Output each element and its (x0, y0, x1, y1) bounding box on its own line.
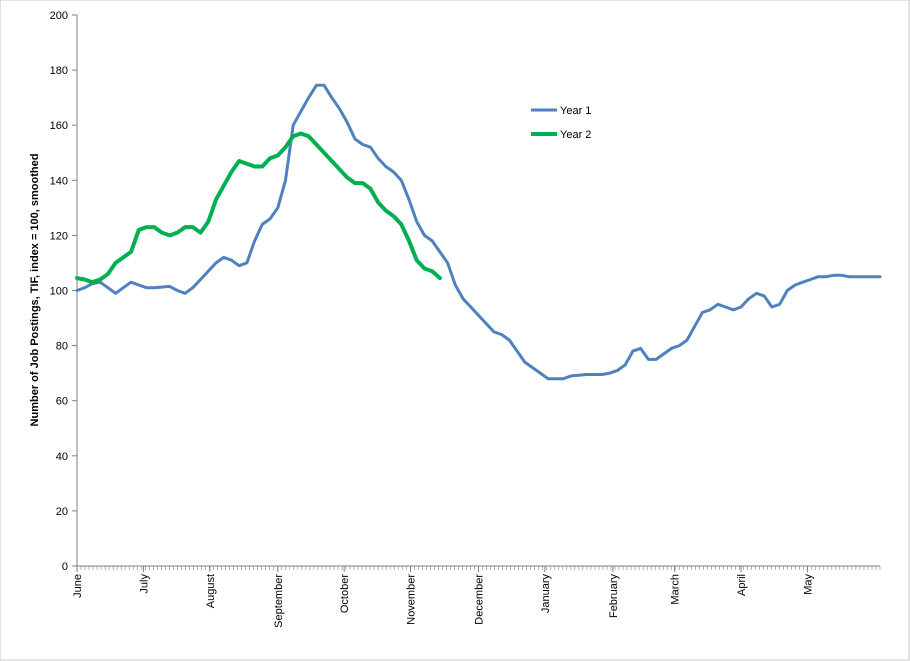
y-tick-label: 100 (50, 286, 68, 298)
y-tick-label: 60 (56, 396, 68, 408)
legend-label: Year 2 (560, 129, 591, 141)
y-tick-label: 160 (50, 120, 68, 132)
x-tick-label: November (406, 574, 418, 625)
x-tick-label: September (273, 574, 285, 628)
series-layer (75, 83, 882, 381)
y-tick-label: 180 (50, 65, 68, 77)
x-tick-label: October (339, 574, 351, 613)
x-tick-label: January (540, 574, 552, 614)
y-tick-label: 0 (62, 561, 68, 573)
x-tick-label: July (138, 574, 150, 594)
series-line-year-1 (75, 83, 882, 381)
x-tick-label: June (72, 574, 84, 598)
x-tick-label: February (608, 574, 620, 619)
x-tick-label: August (205, 574, 217, 608)
x-tick-label: December (474, 574, 486, 625)
y-axis-title: Number of Job Postings, TIF, index = 100… (29, 154, 41, 427)
y-tick-label: 140 (50, 175, 68, 187)
y-axis-title-group: Number of Job Postings, TIF, index = 100… (29, 154, 41, 427)
x-tick-label: April (736, 574, 748, 596)
y-tick-label: 20 (56, 506, 68, 518)
y-tick-label: 80 (56, 341, 68, 353)
series-line-year-2 (75, 131, 442, 285)
y-tick-label: 40 (56, 451, 68, 463)
axes: 0 20 40 60 80 100 120 140 160 180 200 June July Augus… (50, 10, 881, 628)
x-tick-label: March (670, 574, 682, 605)
legend-label: Year 1 (560, 105, 591, 117)
y-tick-label: 120 (50, 230, 68, 242)
legend: Year 1 Year 2 (531, 105, 591, 141)
x-tick-label: May (802, 574, 814, 595)
y-tick-label: 200 (50, 10, 68, 22)
